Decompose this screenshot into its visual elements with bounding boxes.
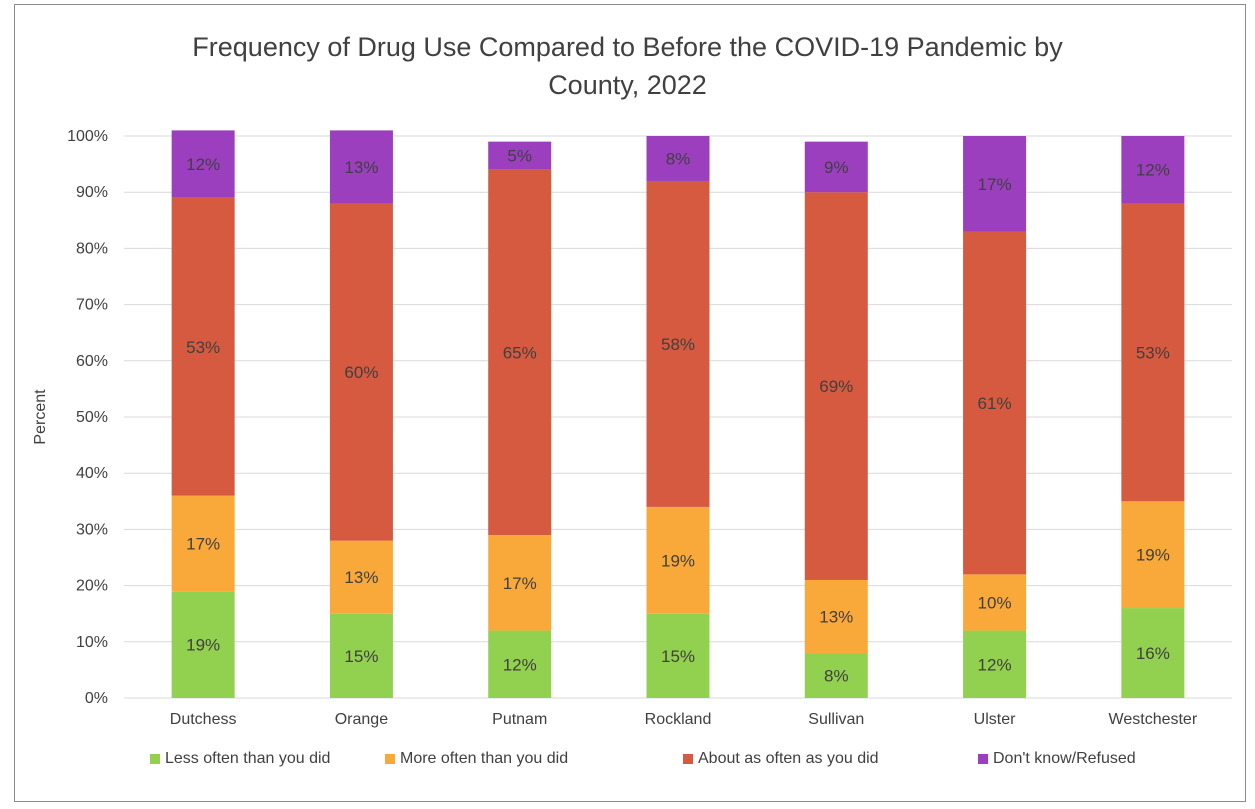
bar-segment [171,197,235,496]
y-tick-label: 80% [76,240,108,257]
data-label: 58% [661,335,695,354]
data-label: 17% [978,175,1012,194]
bar-segment [329,540,393,614]
data-label: 5% [507,147,532,166]
bar-segment [488,630,552,698]
y-tick-label: 100% [67,128,108,145]
data-label: 13% [344,158,378,177]
bar-segment [804,579,868,654]
data-label: 13% [344,568,378,587]
data-label: 17% [503,574,537,593]
data-label: 12% [978,655,1012,674]
bar-segment [646,180,710,507]
bar-segment [329,130,393,204]
bar-segment [963,574,1027,631]
data-label: 60% [344,363,378,382]
bar-segment [646,136,710,181]
data-label: 17% [186,534,220,553]
data-label: 8% [666,149,691,168]
data-label: 19% [186,636,220,655]
x-tick-label: Rockland [645,711,712,728]
y-axis-label: Percent [32,389,49,445]
bars: 19% 17% 53% 12% 15% 13% 60% 13% 12% 17% 65% 5% 15% 19… [171,130,1185,698]
bar-segment [171,495,235,592]
data-label: 12% [503,655,537,674]
x-tick-label: Orange [335,711,388,728]
bar-segment [804,141,868,193]
legend-item: More often than you did [385,750,568,768]
data-label: 13% [819,608,853,627]
x-tick-label: Putnam [492,711,547,728]
data-label: 9% [824,158,849,177]
legend-label: Less often than you did [165,750,331,767]
bar-segment [963,231,1027,575]
bar-segment [1121,608,1185,698]
bar-segment [1121,136,1185,204]
legend-swatch [978,754,988,764]
bar-segment [646,613,710,698]
chart-title-line-2: County, 2022 [548,70,707,100]
bar-segment [329,203,393,541]
y-tick-label: 20% [76,578,108,595]
legend-item: Don't know/Refused [978,750,1136,768]
legend-label: About as often as you did [698,750,879,767]
y-tick-label: 70% [76,297,108,314]
data-label: 16% [1136,644,1170,663]
y-tick-label: 0% [85,690,108,707]
legend: Less often than you did More often than y… [0,750,1255,774]
chart-title: Frequency of Drug Use Compared to Before… [0,28,1255,104]
bar-segment [488,141,552,170]
bar-segment [963,630,1027,698]
data-label: 8% [824,667,849,686]
data-label: 69% [819,377,853,396]
data-label: 19% [661,551,695,570]
y-tick-label: 40% [76,465,108,482]
y-tick-label: 90% [76,184,108,201]
data-label: 53% [1136,343,1170,362]
data-label: 12% [1136,161,1170,180]
x-tick-label: Westchester [1109,711,1198,728]
bar-segment [1121,501,1185,609]
data-label: 53% [186,338,220,357]
bar-segment [963,136,1027,232]
y-tick-label: 50% [76,409,108,426]
legend-item: About as often as you did [683,750,879,768]
legend-label: More often than you did [400,750,569,767]
bar-segment [804,653,868,698]
x-tick-label: Sullivan [808,711,864,728]
y-tick-label: 60% [76,353,108,370]
legend-swatch [683,754,693,764]
data-label: 65% [503,343,537,362]
y-tick-label: 10% [76,634,108,651]
bar-segment [488,169,552,536]
bar-segment [171,130,235,198]
data-label: 10% [978,593,1012,612]
bar-segment [488,535,552,631]
legend-label: Don't know/Refused [993,750,1136,767]
x-tick-label: Dutchess [170,711,237,728]
legend-swatch [150,754,160,764]
bar-segment [171,591,235,698]
data-label: 19% [1136,546,1170,565]
data-label: 61% [978,394,1012,413]
bar-segment [804,192,868,580]
legend-item: Less often than you did [150,750,330,768]
data-label: 15% [344,647,378,666]
y-tick-label: 30% [76,521,108,538]
data-label: 12% [186,155,220,174]
chart-title-line-1: Frequency of Drug Use Compared to Before… [192,32,1063,62]
bar-segment [646,506,710,614]
legend-swatch [385,754,395,764]
y-axis-ticks: 0% 10% 20% 30% 40% 50% 60% 70% 80% 90% 100% [67,128,108,707]
data-label: 15% [661,647,695,666]
bar-segment [1121,203,1185,502]
bar-segment [329,613,393,698]
x-axis-ticks: Dutchess Orange Putnam Rockland Sullivan Ulst… [170,711,1198,728]
x-tick-label: Ulster [974,711,1016,728]
